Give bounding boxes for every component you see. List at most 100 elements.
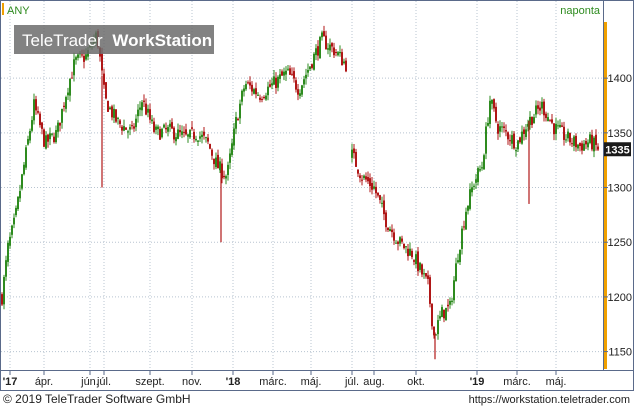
candle-up [343, 61, 345, 64]
time-tick-label: aug. [363, 376, 384, 388]
candle-up [19, 191, 21, 199]
candle-up [187, 134, 189, 137]
candle-down [497, 124, 499, 134]
candle-up [481, 167, 483, 169]
candle-down [369, 178, 371, 187]
time-tick-label: júl. [96, 376, 111, 388]
candle-up [123, 126, 125, 131]
candle-up [487, 123, 489, 126]
candle-down [563, 126, 565, 140]
candle-up [253, 89, 255, 94]
candle-up [319, 37, 321, 59]
candle-up [45, 135, 47, 149]
candle-down [325, 35, 327, 50]
candle-up [327, 48, 329, 50]
candle-up [243, 88, 245, 92]
candle-up [195, 138, 197, 141]
candle-down [359, 175, 361, 179]
candle-down [495, 106, 497, 122]
candle-up [219, 161, 221, 171]
candle-down [221, 163, 223, 179]
candle-down [193, 131, 195, 140]
candle-down [523, 129, 525, 134]
price-tick-label: 1200 [608, 292, 632, 304]
candle-up [555, 123, 557, 134]
candle-down [159, 129, 161, 140]
candle-down [503, 126, 505, 129]
candle-down [83, 55, 85, 62]
candle-down [281, 71, 283, 76]
candle-up [227, 164, 229, 175]
time-tick-label: okt. [407, 376, 425, 388]
candle-up [197, 140, 199, 142]
candle-down [531, 116, 533, 125]
candle-down [261, 98, 263, 100]
candle-up [129, 127, 131, 130]
candle-down [295, 80, 297, 90]
candle-up [423, 273, 425, 275]
candle-down [81, 54, 83, 56]
candle-up [399, 237, 401, 244]
candle-down [421, 264, 423, 275]
price-tick-label: 1250 [608, 237, 632, 249]
candle-down [269, 84, 271, 87]
candle-up [287, 68, 289, 70]
candle-down [203, 131, 205, 136]
candle-down [37, 111, 39, 113]
candle-down [393, 232, 395, 241]
candle-up [559, 124, 561, 127]
candle-down [149, 109, 151, 120]
candle-down [509, 140, 511, 142]
candle-up [13, 217, 15, 225]
candle-up [445, 307, 447, 321]
candle-up [457, 260, 459, 263]
source-url[interactable]: https://workstation.teletrader.com [469, 394, 630, 406]
candle-up [389, 229, 391, 232]
watermark-logo: TeleTrader WorkStation [14, 25, 214, 54]
plot-frame [0, 0, 634, 391]
candle-down [255, 88, 257, 95]
candle-down [223, 175, 225, 178]
candle-down [447, 304, 449, 307]
time-tick-label: máj. [301, 376, 322, 388]
candle-up [373, 186, 375, 189]
candle-down [317, 46, 319, 56]
candle-down [443, 309, 445, 319]
candle-up [587, 142, 589, 148]
candle-down [293, 71, 295, 79]
candle-up [363, 175, 365, 179]
candle-up [137, 109, 139, 117]
candle-down [131, 125, 133, 127]
candle-up [73, 59, 75, 76]
candle-up [409, 248, 411, 256]
candle-down [357, 169, 359, 174]
candle-up [521, 131, 523, 144]
candle-up [239, 103, 241, 119]
candle-up [225, 176, 227, 179]
candle-up [279, 74, 281, 79]
candle-down [41, 122, 43, 129]
time-tick-label: ápr. [35, 376, 53, 388]
candle-up [205, 137, 207, 139]
candle-down [183, 131, 185, 133]
candle-down [171, 122, 173, 129]
candle-up [229, 153, 231, 163]
candle-up [301, 85, 303, 95]
candle-up [415, 254, 417, 265]
candle-down [429, 277, 431, 304]
candle-down [385, 212, 387, 228]
candle-up [61, 108, 63, 123]
candle-down [53, 136, 55, 143]
candle-up [309, 66, 311, 70]
candle-down [371, 183, 373, 190]
candle-up [257, 94, 259, 96]
candle-up [315, 48, 317, 56]
candle-down [173, 127, 175, 140]
candle-down [311, 64, 313, 68]
candle-down [579, 143, 581, 146]
candle-down [413, 260, 415, 262]
candle-up [273, 76, 275, 85]
time-tick-label: '17 [3, 376, 18, 388]
candle-down [145, 103, 147, 115]
candle-up [453, 280, 455, 301]
